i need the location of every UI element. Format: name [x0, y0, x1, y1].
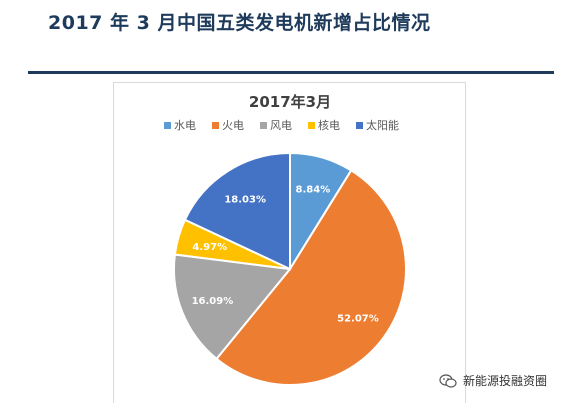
pie-slice: [183, 151, 291, 271]
legend-swatch: [356, 122, 363, 129]
legend-label: 太阳能: [366, 118, 399, 132]
legend-label: 火电: [222, 119, 244, 132]
legend-swatch: [164, 122, 171, 129]
legend-label: 核电: [318, 118, 340, 132]
pie-slices: [173, 151, 407, 386]
data-label: 4.97%: [192, 242, 227, 253]
wechat-icon: [439, 373, 457, 388]
chart-legend: 水电 火电 风电 核电 太阳能: [164, 118, 399, 132]
data-label: 18.03%: [224, 195, 266, 206]
pie-chart: 2017年3月 水电 火电 风电 核电 太阳能 8.84% 52.07% 16.09% 4.9…: [164, 93, 407, 386]
data-label: 16.09%: [192, 296, 234, 307]
legend-swatch: [308, 122, 315, 129]
page-title: 2017 年 3 月中国五类发电机新增占比情况: [48, 12, 431, 34]
legend-label: 风电: [270, 119, 292, 132]
legend-swatch: [260, 122, 267, 129]
title-divider: [28, 71, 554, 74]
pie-slice: [215, 169, 407, 386]
data-label: 52.07%: [337, 314, 379, 325]
watermark: 新能源投融资圈: [439, 372, 547, 389]
watermark-text: 新能源投融资圈: [462, 374, 547, 388]
legend-swatch: [212, 122, 219, 129]
pie-slice: [173, 253, 292, 361]
legend-label: 水电: [174, 119, 196, 132]
chart-title: 2017年3月: [249, 93, 331, 111]
data-labels: 8.84% 52.07% 16.09% 4.97% 18.03%: [192, 185, 379, 325]
chart-frame: 2017年3月 水电 火电 风电 核电 太阳能 8.84% 52.07% 16.09% 4.9…: [113, 82, 466, 403]
data-label: 8.84%: [296, 185, 331, 196]
